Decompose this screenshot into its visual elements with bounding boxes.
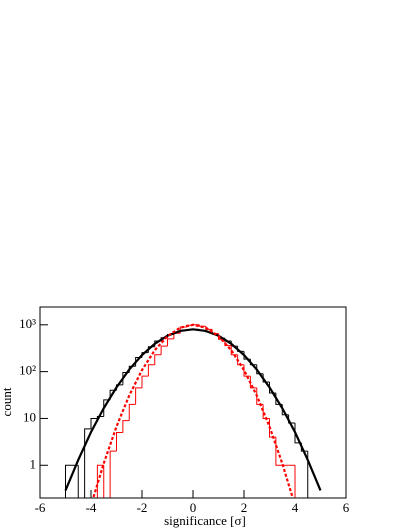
- histogram-bin: [116, 432, 123, 452]
- fit-curve: [64, 328, 322, 491]
- histogram-bin: [288, 414, 295, 424]
- histogram-bin: [65, 464, 72, 498]
- x-tick-label: -4: [86, 500, 97, 515]
- histogram-bin: [262, 373, 270, 383]
- histogram-bin: [160, 345, 168, 355]
- y-tick-label: 10³: [19, 316, 36, 331]
- histogram-bin: [103, 465, 111, 499]
- x-tick-label: -6: [35, 500, 46, 515]
- x-tick-label: -2: [137, 500, 148, 515]
- histogram-bin: [249, 376, 257, 389]
- x-axis-label: significance [σ]: [164, 513, 246, 528]
- histogram-bin: [243, 364, 251, 377]
- histogram-bin: [230, 345, 238, 356]
- histogram-bin: [167, 338, 174, 347]
- x-tick-label: 2: [241, 500, 248, 515]
- histogram-bin: [154, 354, 162, 365]
- y-axis-label: count: [0, 387, 14, 416]
- histogram-bin: [262, 404, 270, 419]
- x-tick-label: 6: [343, 500, 350, 515]
- histogram-bin: [141, 375, 149, 388]
- histogram-bin: [237, 346, 244, 352]
- histogram-bin: [135, 387, 142, 405]
- histogram-bin: [294, 465, 302, 499]
- histogram-bin: [90, 417, 98, 429]
- y-tick-label: 1: [30, 456, 37, 471]
- fit-curve: [92, 323, 294, 498]
- x-tick-label: 0: [190, 500, 197, 515]
- histogram-bin: [109, 450, 117, 498]
- histogram-bin: [224, 339, 232, 347]
- y-tick-label: 10²: [19, 363, 36, 378]
- y-tick-label: 10: [23, 409, 36, 424]
- histogram-bin: [147, 364, 155, 377]
- histogram-bin: [128, 403, 136, 421]
- histogram-bin: [84, 428, 91, 498]
- x-tick-label: 4: [292, 500, 299, 515]
- histogram-bin: [122, 420, 130, 433]
- histogram-bin: [77, 465, 85, 499]
- plot-frame: [39, 306, 347, 499]
